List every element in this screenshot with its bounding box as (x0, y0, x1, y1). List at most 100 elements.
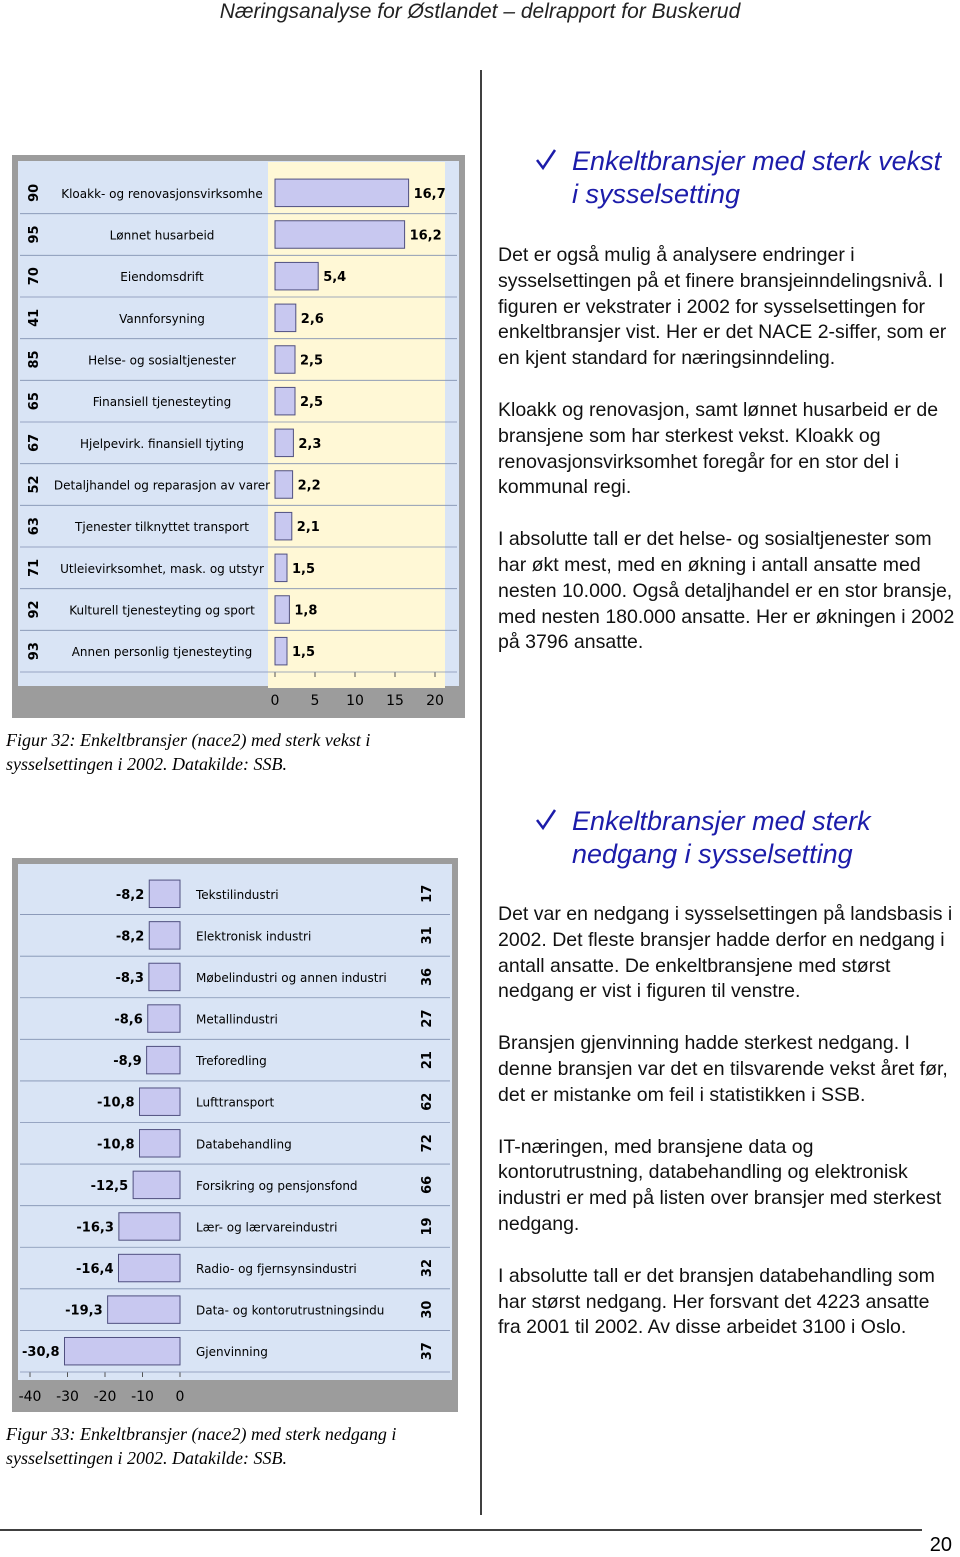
value-label: -8,9 (113, 1054, 141, 1069)
value-label: -8,6 (114, 1013, 142, 1028)
x-tick-label: 15 (386, 693, 404, 709)
category-code: 93 (27, 642, 42, 660)
value-label: -19,3 (65, 1304, 102, 1319)
paragraph: IT-næringen, med bransjene data og konto… (498, 1135, 942, 1235)
bar (274, 345, 296, 374)
bar (139, 1129, 181, 1158)
x-tick-label: 10 (346, 693, 364, 709)
category-label: Vannforsyning (119, 312, 205, 326)
category-code: 41 (27, 309, 42, 327)
paragraph: Det er også mulig å analysere endringer … (498, 244, 947, 370)
chart-background (18, 864, 452, 1380)
bar (132, 1170, 181, 1200)
category-code: 70 (27, 267, 42, 285)
bar (274, 220, 406, 249)
category-label: Lær- og lærvareindustri (196, 1220, 338, 1234)
section-heading: Enkeltbransjer med sterk nedgang i sysse… (572, 806, 871, 869)
category-label: Hjelpevirk. finansiell tjyting (80, 437, 244, 451)
x-tick-label: 0 (271, 693, 280, 709)
category-label: Radio- og fjernsynsindustri (196, 1262, 357, 1276)
value-label: -12,5 (91, 1179, 128, 1194)
category-label: Lønnet husarbeid (110, 229, 215, 243)
category-code: 32 (420, 1259, 435, 1277)
category-code: 71 (27, 559, 42, 577)
value-label: -8,3 (115, 971, 143, 986)
category-code: 90 (27, 184, 42, 202)
value-label: 5,4 (323, 270, 346, 285)
value-label: 16,7 (414, 187, 446, 202)
bar (274, 511, 293, 541)
value-label: -8,2 (116, 888, 144, 903)
bar (274, 178, 410, 208)
x-tick-label: -40 (19, 1389, 42, 1405)
bar (148, 879, 181, 909)
bar (118, 1253, 181, 1283)
value-label: -16,3 (76, 1220, 113, 1235)
category-label: Utleievirksomhet, mask. og utstyr (60, 562, 264, 576)
category-code: 37 (420, 1342, 435, 1360)
section-body: Det var en nedgang i sysselsettingen på … (498, 902, 956, 1367)
value-label: -10,8 (97, 1137, 134, 1152)
bar (274, 303, 297, 333)
category-code: 67 (27, 434, 42, 452)
paragraph: I absolutte tall er det bransjen databeh… (498, 1264, 935, 1339)
check-icon (536, 149, 557, 171)
section-heading: Enkeltbransjer med sterk vekst i syssels… (572, 146, 942, 209)
bar (148, 921, 181, 950)
value-label: -16,4 (76, 1262, 113, 1277)
category-label: Forsikring og pensjonsfond (196, 1179, 358, 1193)
x-tick-label: -10 (131, 1389, 154, 1405)
bar (139, 1087, 181, 1116)
category-code: 17 (420, 885, 435, 903)
section-body: Det er også mulig å analysere endringer … (498, 243, 956, 682)
header-title: Næringsanalyse for Østlandet – delrappor… (219, 0, 741, 23)
value-label: 2,5 (300, 354, 323, 369)
category-label: Elektronisk industri (196, 929, 311, 943)
bar (274, 261, 319, 291)
paragraph: Kloakk og renovasjon, samt lønnet husarb… (498, 398, 939, 499)
category-code: 72 (420, 1134, 435, 1152)
category-code: 95 (27, 225, 42, 243)
bar (148, 962, 181, 992)
bar (107, 1295, 181, 1324)
category-label: Møbelindustri og annen industri (196, 971, 387, 985)
check-icon (536, 809, 557, 831)
bar (147, 1004, 181, 1033)
category-code: 62 (420, 1093, 435, 1111)
category-code: 31 (420, 926, 435, 944)
category-label: Lufttransport (196, 1096, 275, 1110)
value-label: -10,8 (97, 1096, 134, 1111)
category-code: 30 (420, 1301, 435, 1319)
category-label: Kloakk- og renovasjonsvirksomhe (61, 187, 263, 201)
category-code: 52 (27, 475, 42, 493)
category-code: 92 (27, 600, 42, 618)
value-label: -30,8 (22, 1345, 59, 1360)
category-label: Tjenester tilknyttet transport (74, 520, 249, 534)
category-code: 21 (420, 1051, 435, 1069)
bar (274, 386, 296, 416)
x-tick-label: 0 (176, 1389, 185, 1405)
value-label: 1,5 (292, 562, 315, 577)
category-label: Helse- og sosialtjenester (88, 354, 236, 368)
category-code: 19 (420, 1217, 435, 1235)
paragraph: Bransjen gjenvinning hadde sterkest nedg… (498, 1032, 948, 1106)
paragraph: I absolutte tall er det helse- og sosial… (498, 528, 955, 654)
figure-caption: Figur 32: Enkeltbransjer (nace2) med ste… (6, 730, 371, 774)
value-label: 1,8 (294, 604, 317, 619)
bar (274, 636, 288, 666)
value-label: 2,6 (301, 312, 324, 327)
category-label: Gjenvinning (196, 1345, 268, 1359)
value-label: 2,1 (297, 520, 320, 535)
category-label: Data- og kontorutrustningsindu (196, 1304, 384, 1318)
value-label: 1,5 (292, 645, 315, 660)
category-label: Detaljhandel og reparasjon av varer (54, 479, 270, 493)
category-code: 63 (27, 517, 42, 535)
category-label: Annen personlig tjenesteyting (72, 645, 253, 659)
x-tick-label: -20 (94, 1389, 117, 1405)
category-code: 27 (420, 1009, 435, 1027)
bar (118, 1212, 181, 1241)
bar (274, 470, 294, 499)
category-label: Kulturell tjenesteyting og sport (69, 604, 255, 618)
